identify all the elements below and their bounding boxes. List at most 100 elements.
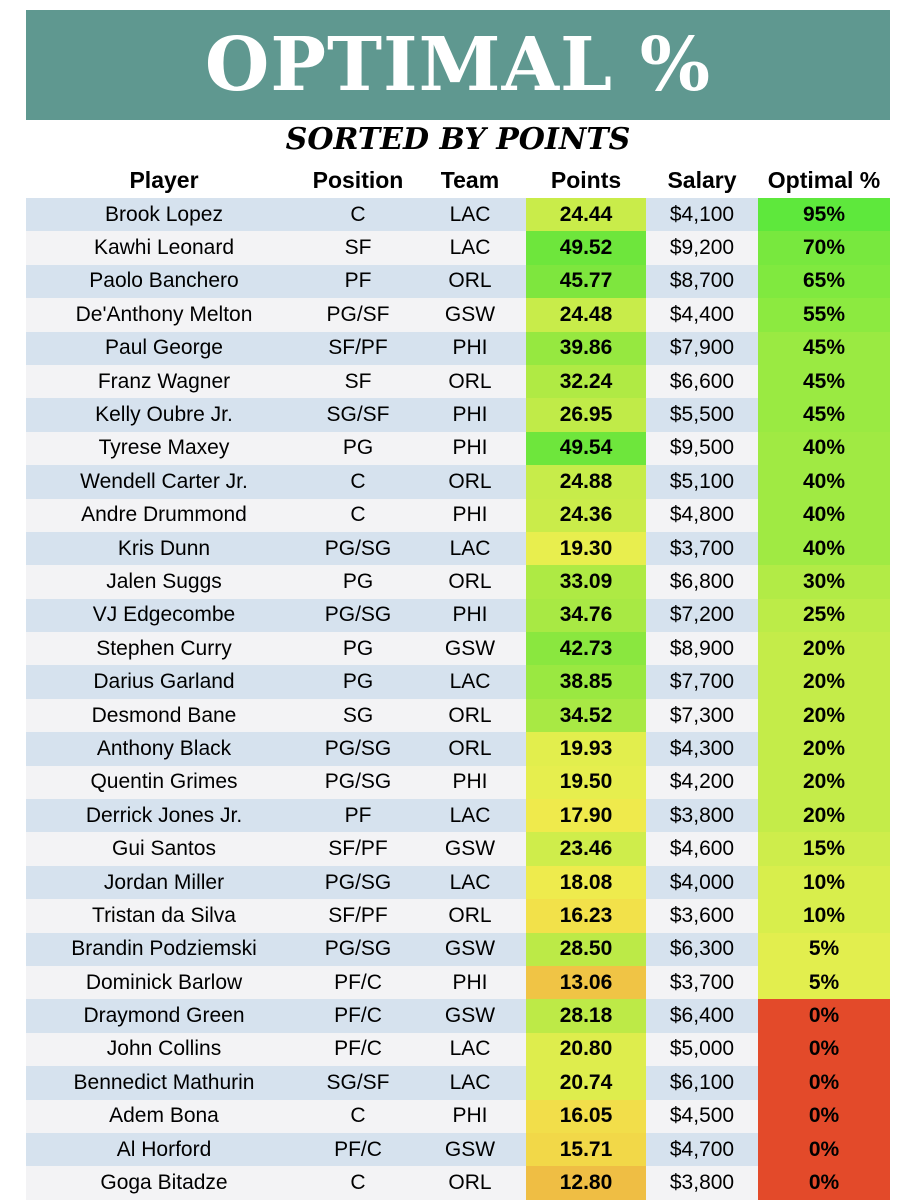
position-cell: PG bbox=[302, 431, 414, 466]
optimal-cell: 5% bbox=[758, 965, 890, 1000]
position-cell: PG/SG bbox=[302, 865, 414, 900]
player-cell: Dominick Barlow bbox=[26, 965, 302, 1000]
position-cell: C bbox=[302, 1099, 414, 1133]
column-header-salary: Salary bbox=[667, 166, 737, 193]
team-cell: LAC bbox=[414, 1066, 526, 1100]
position-cell: SF/PF bbox=[302, 832, 414, 866]
position-cell: SF/PF bbox=[302, 899, 414, 933]
position-cell: SF bbox=[302, 364, 414, 399]
player-cell: Derrick Jones Jr. bbox=[26, 799, 302, 833]
salary-cell: $4,500 bbox=[646, 1099, 758, 1133]
team-cell: PHI bbox=[414, 1099, 526, 1133]
player-cell: Darius Garland bbox=[26, 665, 302, 699]
player-cell: Andre Drummond bbox=[26, 498, 302, 532]
team-cell: PHI bbox=[414, 965, 526, 1000]
player-cell: Desmond Bane bbox=[26, 698, 302, 733]
player-cell: Adem Bona bbox=[26, 1099, 302, 1133]
position-cell: PG bbox=[302, 565, 414, 599]
position-cell: PG/SG bbox=[302, 598, 414, 633]
team-cell: GSW bbox=[414, 632, 526, 666]
player-cell: Tristan da Silva bbox=[26, 899, 302, 933]
position-cell: PG/SF bbox=[302, 298, 414, 332]
table-row: Kris Dunn PG/SG LAC 19.30 $3,700 40% bbox=[26, 531, 890, 566]
table-row: Brandin Podziemski PG/SG GSW 28.50 $6,300 5% bbox=[26, 932, 890, 966]
points-cell: 28.18 bbox=[526, 999, 646, 1033]
position-cell: PG/SG bbox=[302, 932, 414, 966]
player-cell: Quentin Grimes bbox=[26, 765, 302, 800]
points-cell: 38.85 bbox=[526, 665, 646, 699]
salary-cell: $3,600 bbox=[646, 899, 758, 933]
player-cell: Draymond Green bbox=[26, 999, 302, 1033]
salary-cell: $6,600 bbox=[646, 364, 758, 399]
player-cell: Goga Bitadze bbox=[26, 1166, 302, 1200]
points-cell: 33.09 bbox=[526, 565, 646, 599]
position-cell: PF/C bbox=[302, 1032, 414, 1067]
optimal-cell: 30% bbox=[758, 565, 890, 599]
table-body: Brook Lopez C LAC 24.44 $4,100 95% Kawhi Leona… bbox=[26, 198, 890, 1200]
salary-cell: $8,900 bbox=[646, 632, 758, 666]
optimal-cell: 20% bbox=[758, 698, 890, 733]
table-row: Gui Santos SF/PF GSW 23.46 $4,600 15% bbox=[26, 832, 890, 866]
position-cell: PF bbox=[302, 264, 414, 299]
table-row: Dominick Barlow PF/C PHI 13.06 $3,700 5% bbox=[26, 965, 890, 1000]
position-cell: SF bbox=[302, 231, 414, 265]
player-cell: John Collins bbox=[26, 1032, 302, 1067]
player-cell: Kris Dunn bbox=[26, 531, 302, 566]
team-cell: LAC bbox=[414, 231, 526, 265]
team-cell: LAC bbox=[414, 1032, 526, 1067]
page-subtitle: SORTED BY POINTS bbox=[285, 122, 631, 157]
player-cell: Jordan Miller bbox=[26, 865, 302, 900]
points-cell: 24.44 bbox=[526, 198, 646, 232]
table-header-row: Player Position Team Points Salary Optim… bbox=[26, 162, 890, 198]
salary-cell: $3,700 bbox=[646, 965, 758, 1000]
optimal-cell: 0% bbox=[758, 1132, 890, 1167]
salary-cell: $7,700 bbox=[646, 665, 758, 699]
points-cell: 12.80 bbox=[526, 1166, 646, 1200]
salary-cell: $6,300 bbox=[646, 932, 758, 966]
salary-cell: $6,100 bbox=[646, 1066, 758, 1100]
position-cell: SG bbox=[302, 698, 414, 733]
position-cell: SF/PF bbox=[302, 331, 414, 365]
player-cell: Bennedict Mathurin bbox=[26, 1066, 302, 1100]
table-row: Bennedict Mathurin SG/SF LAC 20.74 $6,100 0% bbox=[26, 1066, 890, 1100]
column-header-team: Team bbox=[440, 166, 500, 193]
team-cell: PHI bbox=[414, 598, 526, 633]
player-cell: Brook Lopez bbox=[26, 198, 302, 232]
team-cell: ORL bbox=[414, 899, 526, 933]
points-cell: 34.76 bbox=[526, 598, 646, 633]
points-cell: 34.52 bbox=[526, 698, 646, 733]
team-cell: LAC bbox=[414, 198, 526, 232]
column-header-player: Player bbox=[129, 166, 199, 193]
position-cell: PG/SG bbox=[302, 531, 414, 566]
optimal-cell: 0% bbox=[758, 1099, 890, 1133]
points-cell: 49.54 bbox=[526, 431, 646, 466]
team-cell: ORL bbox=[414, 364, 526, 399]
team-cell: PHI bbox=[414, 431, 526, 466]
player-cell: Paolo Banchero bbox=[26, 264, 302, 299]
position-cell: PF/C bbox=[302, 965, 414, 1000]
salary-cell: $5,500 bbox=[646, 398, 758, 432]
optimal-cell: 45% bbox=[758, 364, 890, 399]
table-row: Brook Lopez C LAC 24.44 $4,100 95% bbox=[26, 198, 890, 232]
position-cell: PG bbox=[302, 632, 414, 666]
team-cell: GSW bbox=[414, 932, 526, 966]
table-row: Franz Wagner SF ORL 32.24 $6,600 45% bbox=[26, 364, 890, 399]
team-cell: GSW bbox=[414, 1132, 526, 1167]
optimal-cell: 70% bbox=[758, 231, 890, 265]
player-cell: Kelly Oubre Jr. bbox=[26, 398, 302, 432]
position-cell: PG/SG bbox=[302, 732, 414, 766]
table-row: Adem Bona C PHI 16.05 $4,500 0% bbox=[26, 1099, 890, 1133]
table-row: VJ Edgecombe PG/SG PHI 34.76 $7,200 25% bbox=[26, 598, 890, 633]
player-cell: Wendell Carter Jr. bbox=[26, 465, 302, 499]
players-table: Player Position Team Points Salary Optim… bbox=[26, 162, 890, 1200]
table-row: Darius Garland PG LAC 38.85 $7,700 20% bbox=[26, 665, 890, 699]
position-cell: C bbox=[302, 498, 414, 532]
points-cell: 24.36 bbox=[526, 498, 646, 532]
player-cell: Paul George bbox=[26, 331, 302, 365]
player-cell: Stephen Curry bbox=[26, 632, 302, 666]
team-cell: PHI bbox=[414, 331, 526, 365]
table-row: Al Horford PF/C GSW 15.71 $4,700 0% bbox=[26, 1132, 890, 1167]
team-cell: ORL bbox=[414, 1166, 526, 1200]
salary-cell: $4,200 bbox=[646, 765, 758, 800]
